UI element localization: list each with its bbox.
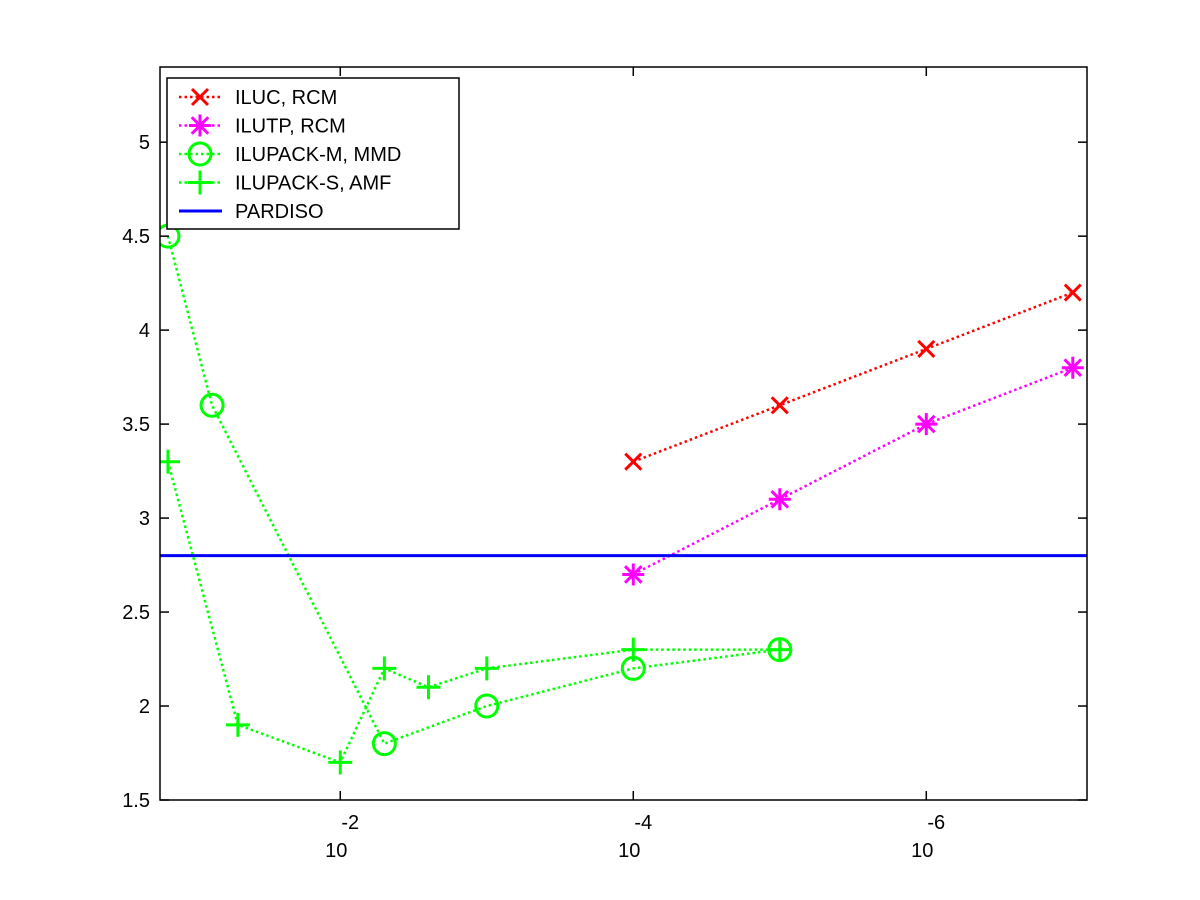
legend-label: ILUC, RCM bbox=[235, 87, 337, 109]
data-point-plus bbox=[188, 170, 212, 195]
series-1 bbox=[624, 283, 1082, 471]
series-2 bbox=[622, 356, 1084, 586]
data-point-x bbox=[917, 339, 936, 358]
series-4 bbox=[160, 449, 792, 775]
x-tick-label-exponent: -2 bbox=[341, 812, 359, 834]
legend-label: PARDISO bbox=[235, 201, 324, 223]
axes-box bbox=[159, 66, 1088, 801]
marker-stroke bbox=[1063, 358, 1083, 378]
data-point-x bbox=[190, 87, 210, 107]
data-point-plus bbox=[767, 637, 792, 662]
marker-stroke bbox=[474, 693, 500, 719]
marker-stroke bbox=[190, 116, 210, 135]
data-point-star bbox=[622, 563, 645, 586]
data-point-star bbox=[768, 488, 791, 511]
marker-stroke bbox=[623, 565, 643, 584]
y-tick-label: 4 bbox=[139, 320, 150, 342]
marker-stroke bbox=[199, 392, 225, 418]
data-point-circle bbox=[474, 693, 500, 719]
data-point-plus bbox=[225, 712, 250, 737]
legend-label: ILUPACK-M, MMD bbox=[235, 144, 401, 166]
marker-stroke bbox=[1063, 283, 1082, 302]
marker-stroke bbox=[190, 87, 210, 107]
data-point-star bbox=[1061, 356, 1084, 379]
data-point-plus bbox=[416, 675, 441, 700]
legend-entry: PARDISO bbox=[179, 201, 324, 223]
legend-entry: ILUPACK-M, MMD bbox=[179, 141, 401, 167]
marker-stroke bbox=[770, 396, 789, 415]
x-tick-label-base: 10 bbox=[911, 840, 933, 862]
data-point-plus bbox=[328, 750, 353, 775]
series-line bbox=[632, 366, 1074, 576]
legend-label: ILUTP, RCM bbox=[235, 116, 346, 138]
series-line bbox=[632, 291, 1074, 463]
data-point-star bbox=[915, 413, 938, 436]
series-line bbox=[166, 461, 780, 764]
data-point-plus bbox=[621, 637, 646, 662]
legend: ILUC, RCM ILUTP, RCM ILUPACK-M, MMD ILUPACK… bbox=[166, 77, 460, 230]
data-point-x bbox=[770, 396, 789, 415]
legend-entry: ILUPACK-S, AMF bbox=[179, 170, 391, 195]
marker-stroke bbox=[187, 141, 213, 167]
marker-stroke bbox=[916, 414, 936, 434]
y-tick-label: 2 bbox=[139, 696, 150, 718]
data-point-circle bbox=[371, 731, 397, 757]
x-tick-label-exponent: -6 bbox=[927, 812, 945, 834]
x-tick-label-base: 10 bbox=[618, 840, 640, 862]
y-tick-label: 5 bbox=[139, 132, 150, 154]
x-tick-label-exponent: -4 bbox=[634, 812, 652, 834]
y-tick-label: 3.5 bbox=[122, 414, 150, 436]
marker-stroke bbox=[371, 731, 397, 757]
data-point-x bbox=[624, 452, 643, 471]
y-tick-label: 1.5 bbox=[122, 790, 150, 812]
data-point-x bbox=[1063, 283, 1082, 302]
legend-entry: ILUC, RCM bbox=[179, 87, 337, 109]
data-point-circle bbox=[199, 392, 225, 418]
data-point-star bbox=[189, 114, 211, 137]
legend-box bbox=[166, 77, 460, 230]
y-tick-label: 2.5 bbox=[122, 602, 150, 624]
data-point-plus bbox=[160, 449, 180, 474]
y-tick-label: 3 bbox=[139, 508, 150, 530]
data-point-circle bbox=[187, 141, 213, 167]
marker-stroke bbox=[917, 339, 936, 358]
data-point-plus bbox=[474, 656, 499, 681]
y-tick-label: 4.5 bbox=[122, 226, 150, 248]
legend-entry: ILUTP, RCM bbox=[179, 114, 346, 138]
axes-layer: 1.5 2 2.5 3 3.5 4 4.5 5 10 -2 10 -4 10 -6 bbox=[122, 66, 1088, 862]
legend-label: ILUPACK-S, AMF bbox=[235, 173, 391, 195]
x-tick-label-base: 10 bbox=[325, 840, 347, 862]
marker-stroke bbox=[624, 452, 643, 471]
data-point-plus bbox=[372, 656, 397, 681]
series-layer bbox=[160, 223, 1087, 775]
marker-stroke bbox=[770, 489, 790, 509]
